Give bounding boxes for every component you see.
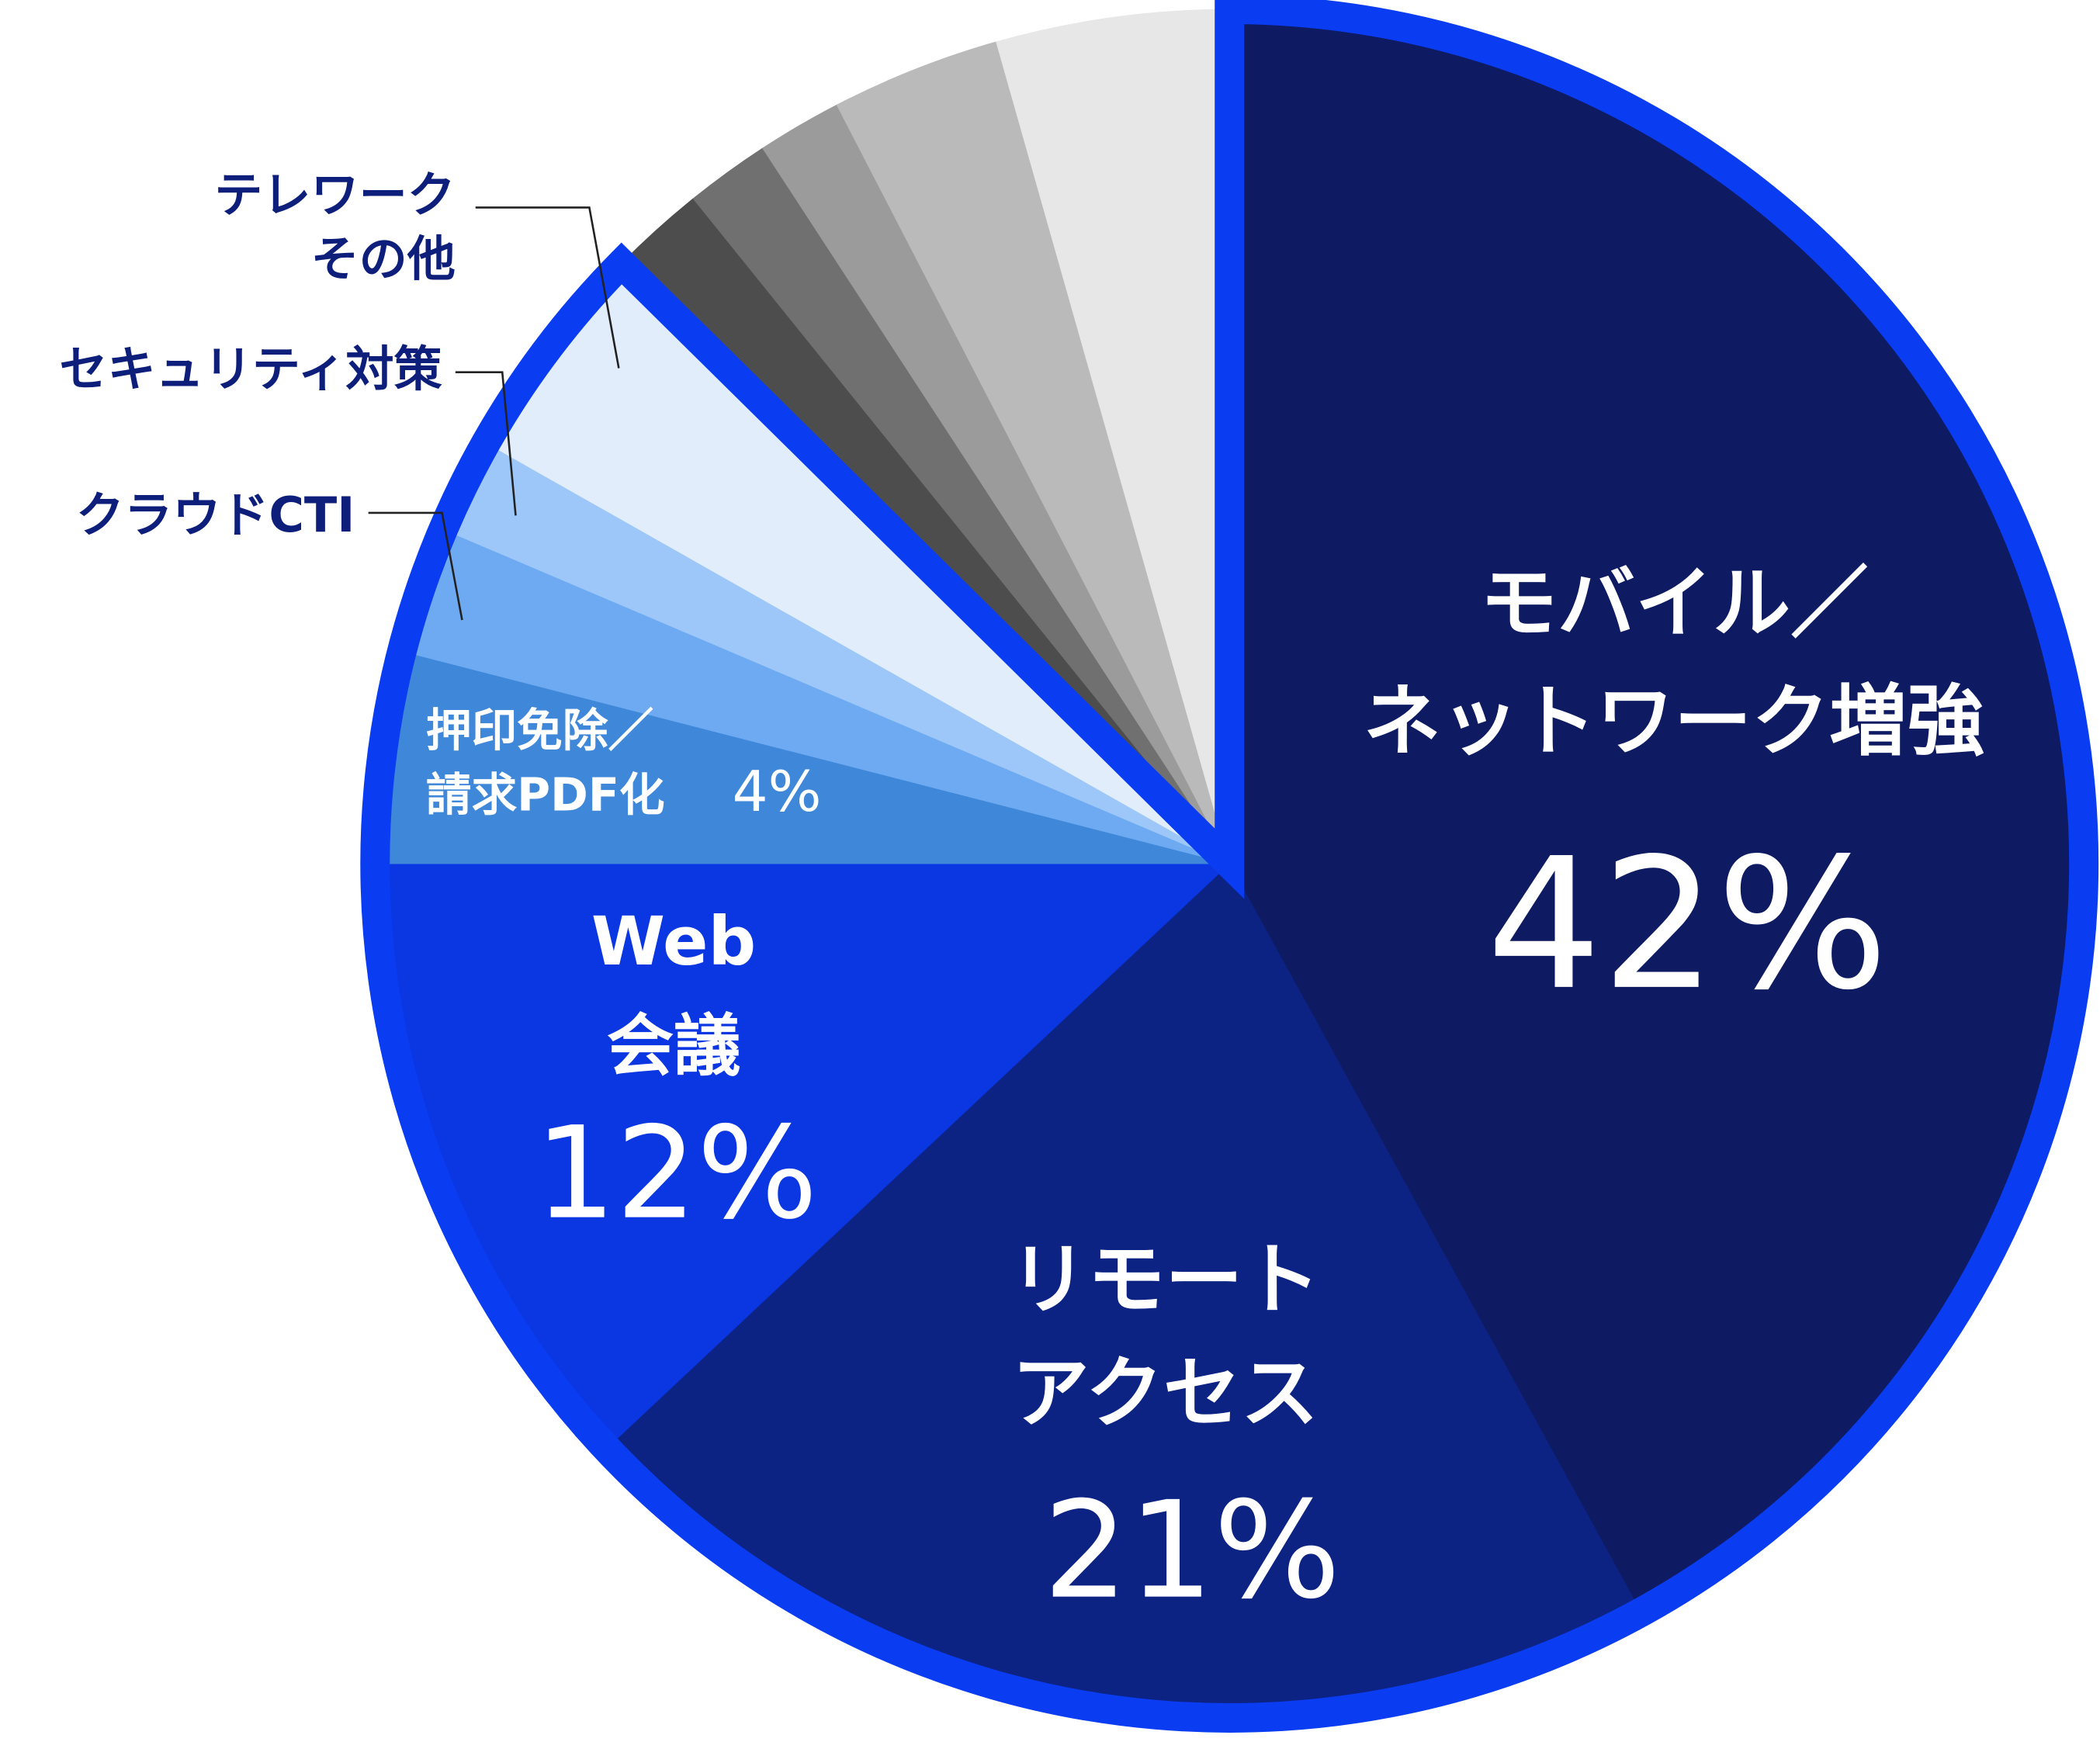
slice-label: モバイル／ ネットワーク増強 — [1364, 558, 1985, 767]
label-line: 請求PDF化 — [426, 769, 665, 822]
label-line: アクセス — [1012, 1349, 1319, 1439]
leader-line — [475, 206, 620, 369]
slice-label: 押印免除／ 請求PDF化 — [426, 705, 665, 822]
label-line: Web — [591, 903, 756, 981]
value-label: 21% — [1043, 1473, 1341, 1629]
leader-line — [368, 511, 463, 621]
highlight-outline — [360, 0, 2099, 1733]
label-line: テレワーク — [214, 166, 456, 223]
label-line: ネットワーク増強 — [1364, 676, 1985, 767]
slice-label: クラウドCTI — [76, 487, 355, 543]
label-line: モバイル／ — [1480, 558, 1868, 649]
label-line: その他 — [310, 230, 455, 287]
leader-line — [455, 371, 517, 516]
label-line: 会議 — [607, 1008, 741, 1086]
label-line: 押印免除／ — [426, 705, 653, 757]
value-label: 42% — [1487, 819, 1889, 1030]
pie-slice — [836, 41, 1230, 864]
slice-label: Web 会議 — [591, 903, 756, 1086]
slice-label: セキュリティ対策 — [59, 341, 442, 397]
label-line: リモート — [1010, 1235, 1320, 1325]
value-label: 12% — [535, 1100, 817, 1248]
slice-label: リモートアクセス — [1010, 1235, 1320, 1439]
slice-label: テレワークその他 — [214, 166, 456, 287]
value-label: 4% — [732, 760, 821, 825]
